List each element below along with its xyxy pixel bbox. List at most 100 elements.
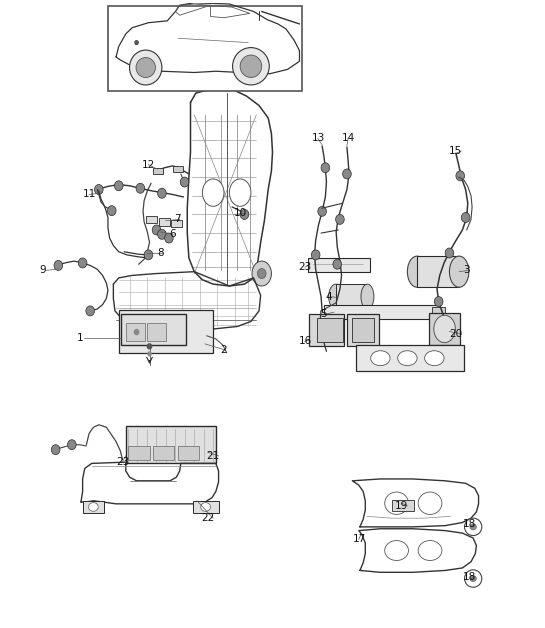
Ellipse shape bbox=[229, 179, 251, 207]
Bar bbox=[432, 308, 445, 317]
Ellipse shape bbox=[136, 183, 144, 193]
Ellipse shape bbox=[158, 188, 166, 198]
Bar bbox=[429, 313, 460, 345]
Ellipse shape bbox=[329, 284, 344, 309]
Ellipse shape bbox=[252, 261, 271, 286]
Circle shape bbox=[135, 41, 138, 45]
Ellipse shape bbox=[321, 163, 330, 173]
Text: 20: 20 bbox=[449, 329, 462, 339]
Text: 9: 9 bbox=[39, 266, 46, 276]
Text: 18: 18 bbox=[463, 571, 476, 582]
Text: 17: 17 bbox=[352, 534, 366, 544]
Bar bbox=[392, 500, 414, 511]
Text: 2: 2 bbox=[220, 345, 227, 355]
Text: 4: 4 bbox=[325, 291, 332, 301]
Ellipse shape bbox=[78, 258, 87, 268]
Circle shape bbox=[147, 344, 152, 349]
Bar bbox=[83, 501, 104, 513]
Bar bbox=[159, 218, 170, 225]
Ellipse shape bbox=[398, 350, 417, 365]
Ellipse shape bbox=[233, 48, 269, 85]
Text: 18: 18 bbox=[463, 519, 476, 529]
Ellipse shape bbox=[144, 250, 153, 260]
Text: 22: 22 bbox=[201, 513, 214, 523]
Bar bbox=[347, 314, 379, 347]
Ellipse shape bbox=[152, 225, 161, 235]
Text: 19: 19 bbox=[395, 501, 408, 511]
Bar bbox=[108, 6, 302, 91]
Ellipse shape bbox=[68, 440, 76, 450]
Text: 15: 15 bbox=[449, 146, 462, 156]
Text: 21: 21 bbox=[207, 451, 220, 461]
Ellipse shape bbox=[240, 55, 262, 77]
Text: 3: 3 bbox=[463, 266, 469, 276]
Bar bbox=[153, 446, 174, 460]
Ellipse shape bbox=[165, 233, 173, 243]
Ellipse shape bbox=[88, 502, 98, 511]
Bar bbox=[317, 318, 343, 342]
Ellipse shape bbox=[240, 209, 249, 219]
Text: 7: 7 bbox=[174, 214, 181, 224]
Circle shape bbox=[148, 352, 151, 355]
Ellipse shape bbox=[86, 306, 94, 316]
Ellipse shape bbox=[361, 284, 374, 309]
Bar bbox=[178, 446, 199, 460]
Bar bbox=[126, 323, 144, 342]
Ellipse shape bbox=[180, 177, 189, 187]
Bar bbox=[122, 314, 186, 345]
Bar bbox=[324, 305, 440, 319]
Bar bbox=[146, 215, 156, 223]
Ellipse shape bbox=[418, 492, 442, 514]
Bar bbox=[126, 426, 216, 463]
Text: 23: 23 bbox=[116, 457, 129, 467]
Text: 5: 5 bbox=[320, 309, 326, 319]
Ellipse shape bbox=[94, 185, 103, 195]
Ellipse shape bbox=[418, 541, 442, 560]
Ellipse shape bbox=[464, 518, 482, 536]
Text: 16: 16 bbox=[299, 337, 312, 347]
Ellipse shape bbox=[434, 315, 456, 343]
Bar bbox=[171, 220, 182, 227]
Ellipse shape bbox=[311, 250, 320, 260]
Ellipse shape bbox=[336, 214, 344, 224]
Ellipse shape bbox=[158, 229, 166, 239]
Text: 10: 10 bbox=[233, 208, 246, 218]
Text: 6: 6 bbox=[169, 229, 175, 239]
Bar bbox=[352, 318, 374, 342]
Bar bbox=[417, 256, 459, 287]
Ellipse shape bbox=[318, 207, 326, 216]
Text: 11: 11 bbox=[83, 190, 96, 200]
Bar bbox=[147, 323, 166, 342]
Text: 8: 8 bbox=[157, 248, 164, 258]
Ellipse shape bbox=[114, 181, 123, 191]
Ellipse shape bbox=[136, 58, 155, 77]
Bar bbox=[153, 168, 163, 174]
Ellipse shape bbox=[202, 179, 224, 207]
Ellipse shape bbox=[434, 296, 443, 306]
Ellipse shape bbox=[51, 445, 60, 455]
Ellipse shape bbox=[130, 50, 162, 85]
Ellipse shape bbox=[470, 575, 476, 582]
Ellipse shape bbox=[464, 570, 482, 587]
Ellipse shape bbox=[470, 524, 476, 530]
Ellipse shape bbox=[385, 492, 408, 514]
Ellipse shape bbox=[343, 169, 352, 179]
Text: 1: 1 bbox=[77, 333, 84, 343]
Bar bbox=[336, 284, 367, 309]
Ellipse shape bbox=[425, 350, 444, 365]
Ellipse shape bbox=[445, 248, 454, 258]
Bar bbox=[173, 166, 183, 172]
Text: 14: 14 bbox=[342, 134, 355, 143]
Ellipse shape bbox=[201, 502, 210, 511]
Circle shape bbox=[135, 330, 139, 335]
Bar bbox=[356, 345, 464, 371]
Ellipse shape bbox=[461, 212, 470, 222]
Bar bbox=[119, 310, 213, 352]
Bar bbox=[193, 501, 219, 513]
Ellipse shape bbox=[257, 269, 266, 279]
Ellipse shape bbox=[456, 171, 464, 181]
Ellipse shape bbox=[54, 261, 63, 271]
Bar bbox=[307, 258, 370, 272]
Ellipse shape bbox=[407, 256, 427, 287]
Ellipse shape bbox=[107, 206, 116, 215]
